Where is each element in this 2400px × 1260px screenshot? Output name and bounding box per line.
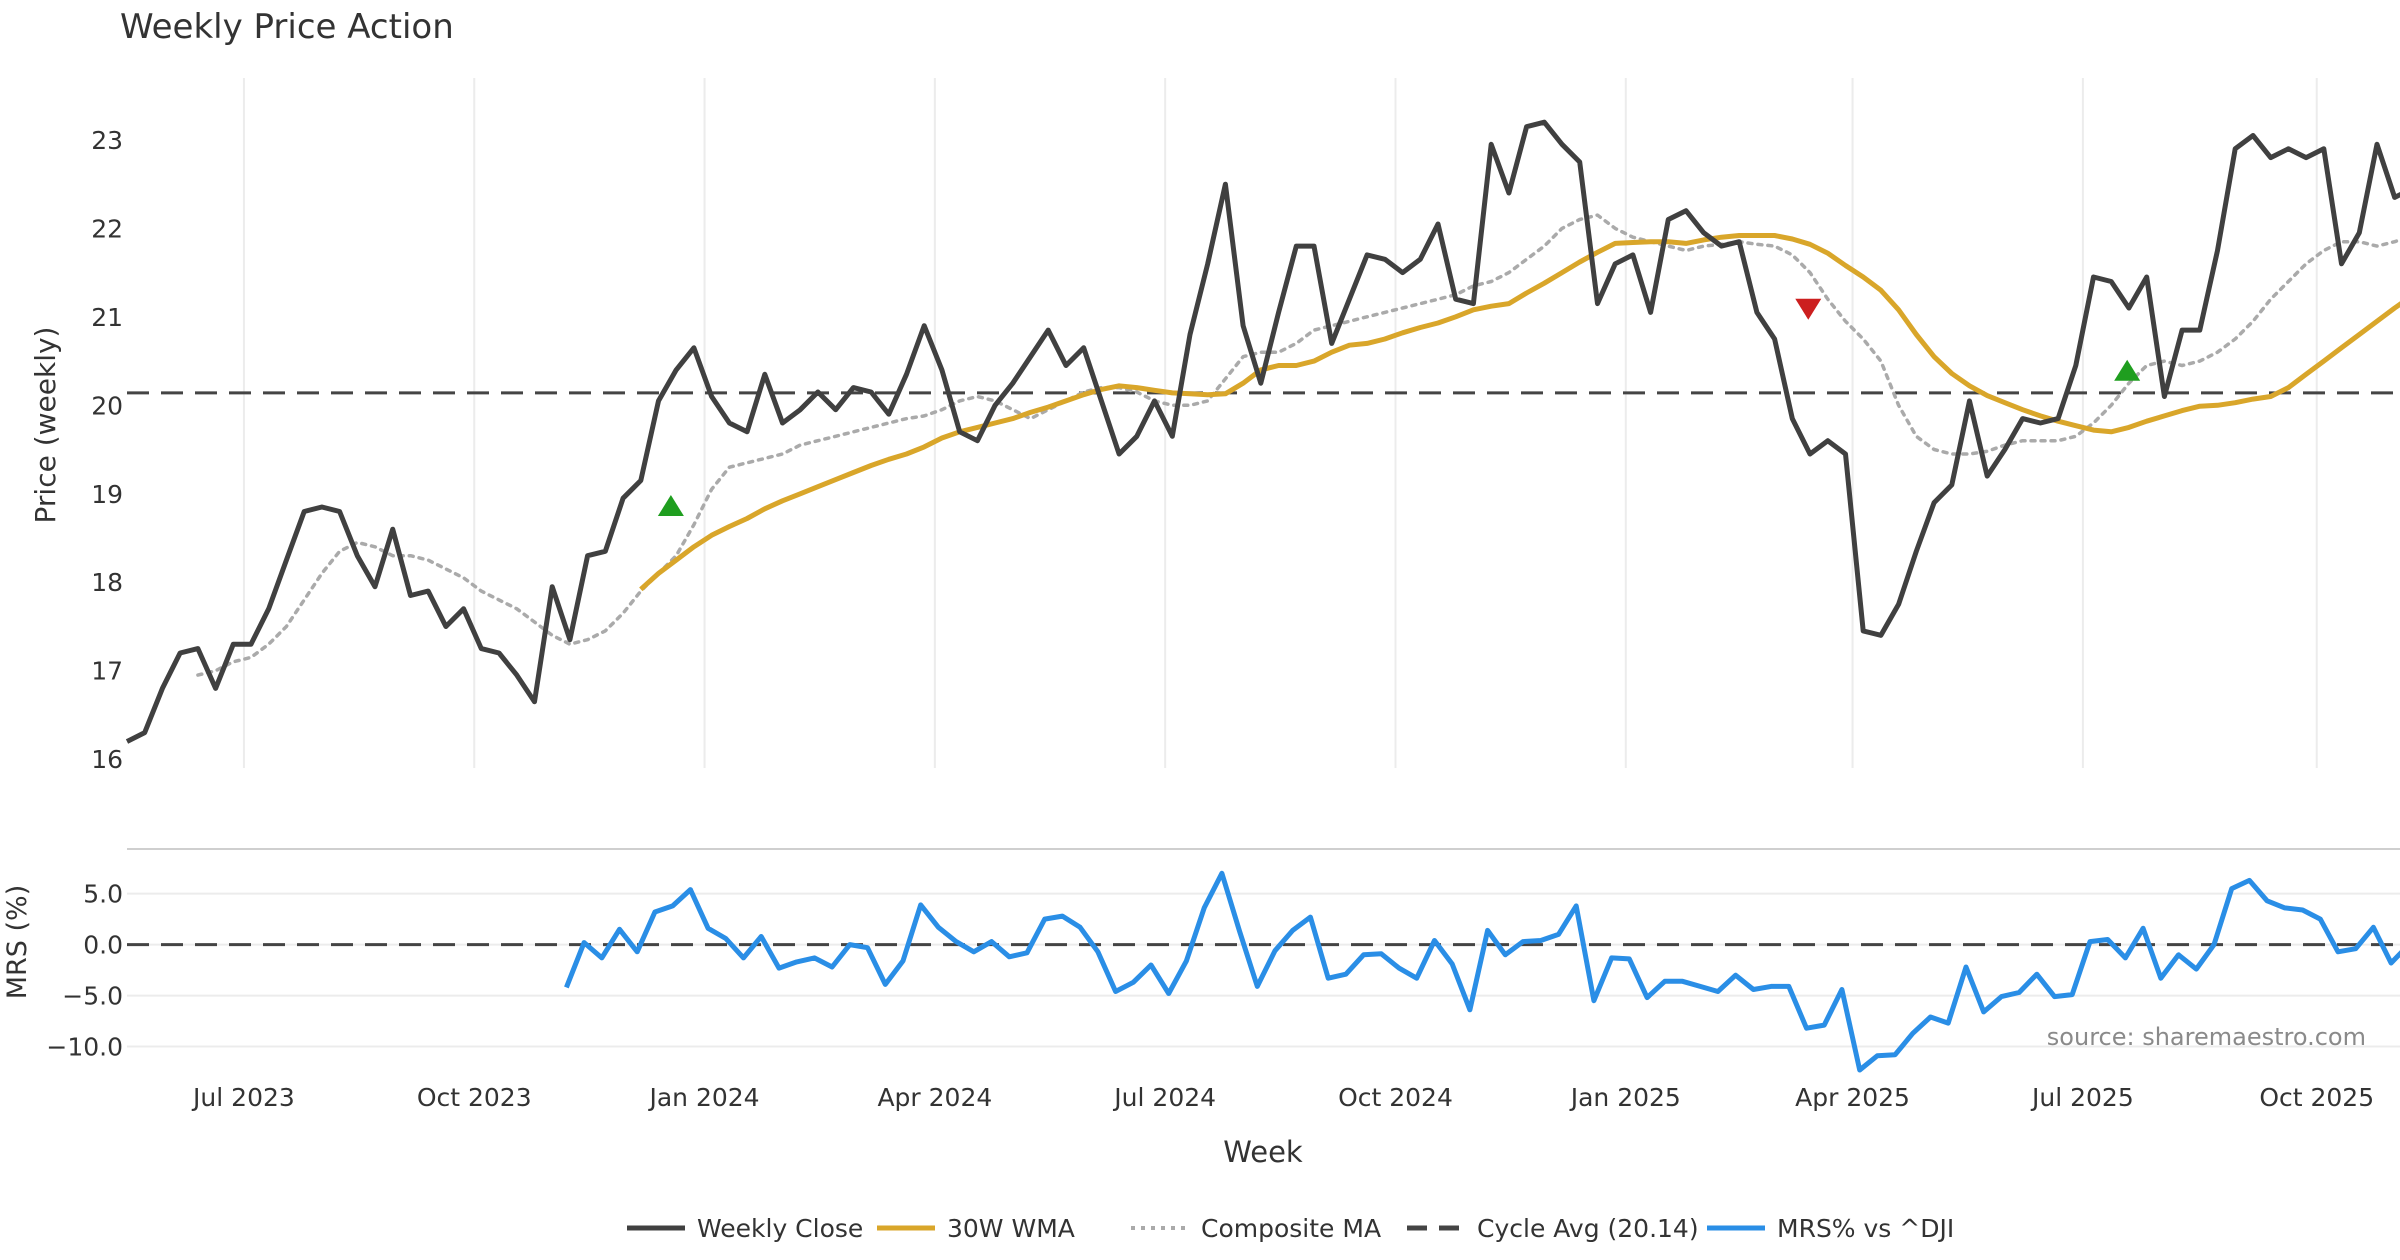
x-tick-label-2: Jan 2024: [647, 1083, 759, 1112]
buy-signal-marker-0: [657, 495, 684, 517]
price-y-tick-label-1: 17: [91, 657, 123, 686]
mrs-y-tick-label-1: 0.0: [83, 931, 123, 960]
price-y-tick-label-6: 22: [91, 214, 123, 243]
mrs-y-ticks: 5.0 0.0 −5.0 −10.0: [46, 880, 123, 1062]
x-tick-label-4: Jul 2024: [1112, 1083, 1216, 1112]
chart-title: Weekly Price Action: [120, 7, 454, 47]
x-ticks: Jul 2023 Oct 2023 Jan 2024 Apr 2024 Jul 2024…: [191, 1083, 2374, 1112]
mrs-series-group: [127, 870, 2400, 1073]
x-tick-label-0: Jul 2023: [191, 1083, 295, 1112]
legend-label-30w-wma: 30W WMA: [947, 1214, 1075, 1243]
price-y-tick-label-7: 23: [91, 126, 123, 155]
x-axis-label: Week: [1223, 1135, 1303, 1169]
legend-label-cycle-avg-20-14: Cycle Avg (20.14): [1477, 1214, 1699, 1243]
x-tick-label-1: Oct 2023: [417, 1083, 532, 1112]
30w-wma-line: [639, 233, 2400, 592]
price-y-tick-label-4: 20: [91, 391, 123, 420]
price-y-tick-label-2: 18: [91, 568, 123, 597]
mrs-vs-dji-line: [564, 870, 2400, 1073]
x-tick-label-8: Jul 2025: [2030, 1083, 2134, 1112]
sell-signal-marker-1: [1795, 298, 1822, 320]
legend-label-mrs-vs-dji: MRS% vs ^DJI: [1777, 1214, 1954, 1243]
x-tick-label-5: Oct 2024: [1338, 1083, 1453, 1112]
mrs-y-axis-label: MRS (%): [2, 885, 33, 1000]
signal-markers: [657, 298, 2141, 517]
x-tick-label-3: Apr 2024: [877, 1083, 992, 1112]
price-y-tick-label-3: 19: [91, 480, 123, 509]
mrs-y-tick-label-0: 5.0: [83, 880, 123, 909]
mrs-y-tick-label-2: −5.0: [62, 982, 123, 1011]
x-tick-label-6: Jan 2025: [1569, 1083, 1681, 1112]
price-gridlines: [242, 78, 2318, 768]
x-tick-label-9: Oct 2025: [2259, 1083, 2374, 1112]
price-y-axis-label: Price (weekly): [29, 327, 62, 524]
composite-ma-line: [196, 213, 2400, 677]
legend-label-composite-ma: Composite MA: [1201, 1214, 1381, 1243]
weekly-close-line: [125, 119, 2400, 744]
mrs-y-tick-label-3: −10.0: [46, 1033, 123, 1062]
legend-label-weekly-close: Weekly Close: [697, 1214, 863, 1243]
price-y-tick-label-5: 21: [91, 303, 123, 332]
x-tick-label-7: Apr 2025: [1795, 1083, 1910, 1112]
price-y-ticks: 16 17 18 19 20 21 22 23: [91, 126, 123, 774]
buy-signal-marker-2: [2114, 359, 2141, 381]
legend: Weekly Close 30W WMA Composite MA Cycle Avg…: [627, 1214, 1954, 1243]
price-series-group: [125, 119, 2400, 744]
price-y-tick-label-0: 16: [91, 745, 123, 774]
